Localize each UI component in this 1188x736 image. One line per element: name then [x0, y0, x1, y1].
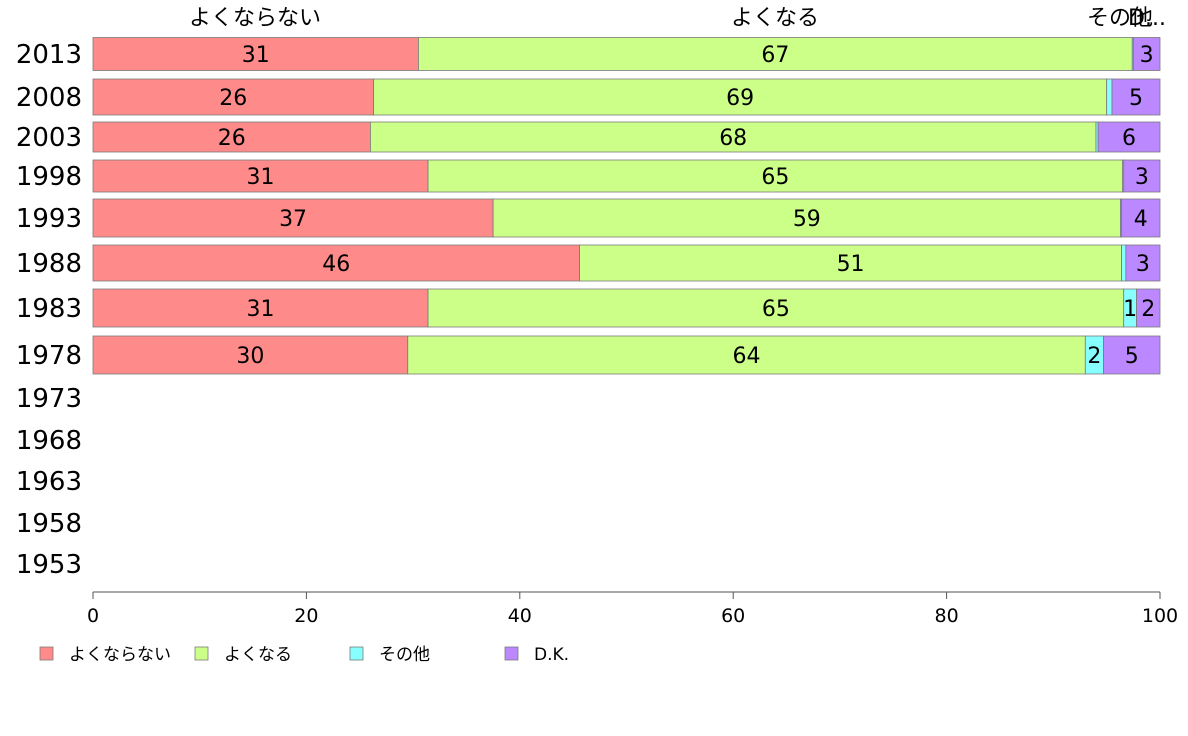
x-tick-label-20: 20 [294, 605, 318, 627]
x-tick-label-80: 80 [935, 605, 959, 627]
bar-2003-3 [1097, 121, 1161, 153]
bar-2003-0 [92, 121, 371, 153]
legend-label-2: その他 [379, 645, 430, 665]
bar-1993-0 [92, 198, 494, 238]
x-tick-label-100: 100 [1142, 605, 1178, 627]
bar-label-2013-1: 67 [761, 43, 789, 68]
bar-label-1978-1: 64 [733, 344, 761, 369]
bar-label-2003-0: 26 [218, 126, 246, 151]
bar-1993-3 [1121, 198, 1161, 238]
year-label-2003: 2003 [16, 123, 82, 153]
bar-label-2013-0: 31 [242, 43, 270, 68]
bar-2003-1 [370, 121, 1097, 153]
year-label-1973: 1973 [16, 384, 82, 414]
segment-value-labels: 31 67 3 26 69 5 26 68 6 31 65 3 37 59 4 46 51 3 31 65 1 2 30 64… [218, 43, 1156, 369]
bar-1983-0 [92, 288, 429, 328]
bar-label-2003-3: 6 [1122, 126, 1136, 151]
legend-swatch-2 [349, 646, 364, 661]
bar-label-1983-0: 31 [247, 297, 275, 322]
x-tick-label-40: 40 [508, 605, 532, 627]
bar-label-1993-0: 37 [279, 207, 307, 232]
year-label-1963: 1963 [16, 467, 82, 497]
year-label-1998: 1998 [16, 162, 82, 192]
bar-label-2003-1: 68 [719, 126, 747, 151]
column-header-labels: よくならない よくなる その他D... [189, 6, 1166, 31]
legend-label-1: よくなる [224, 645, 292, 665]
bar-1998-3 [1123, 159, 1161, 193]
year-label-1958: 1958 [16, 509, 82, 539]
year-label-1978: 1978 [16, 341, 82, 371]
bar-2013-0 [92, 37, 419, 71]
bar-label-2008-0: 26 [219, 86, 247, 111]
bar-2008-1 [373, 78, 1108, 116]
x-axis: 0 20 40 60 80 100 [87, 591, 1178, 627]
bar-label-1993-3: 4 [1134, 207, 1148, 232]
bar-label-1983-2: 1 [1123, 297, 1137, 322]
legend-label-0: よくならない [69, 645, 171, 665]
year-label-2008: 2008 [16, 83, 82, 113]
bar-1978-1 [407, 335, 1086, 375]
legend-swatch-1 [194, 646, 209, 661]
bar-2008-2 [1106, 78, 1113, 116]
bar-1978-3 [1103, 335, 1161, 375]
legend-label-3: D.K. [534, 645, 569, 665]
bar-label-1998-0: 31 [247, 165, 275, 190]
legend-swatch-3 [504, 646, 519, 661]
bar-label-1988-1: 51 [837, 252, 865, 277]
column-header-2: その他 [1087, 6, 1153, 31]
bar-1988-1 [579, 244, 1122, 282]
year-axis-labels: 2013 2008 2003 1998 1993 1988 1983 1978 1973 1968… [16, 40, 82, 580]
bar-label-1983-3: 2 [1141, 297, 1155, 322]
year-label-1993: 1993 [16, 204, 82, 234]
year-label-1983: 1983 [16, 294, 82, 324]
x-tick-label-60: 60 [721, 605, 745, 627]
bar-label-1983-1: 65 [762, 297, 790, 322]
bar-label-1988-3: 3 [1136, 252, 1150, 277]
year-label-1988: 1988 [16, 249, 82, 279]
bar-1993-1 [492, 198, 1121, 238]
bar-label-1998-1: 65 [761, 165, 789, 190]
bar-1988-2 [1121, 244, 1127, 282]
year-label-1953: 1953 [16, 550, 82, 580]
bar-1978-0 [92, 335, 409, 375]
legend-swatch-0 [39, 646, 54, 661]
bar-label-2013-3: 3 [1140, 43, 1154, 68]
bar-segments [92, 37, 1161, 375]
bar-label-2008-1: 69 [726, 86, 754, 111]
bar-1988-3 [1125, 244, 1161, 282]
bar-2013-3 [1132, 37, 1161, 71]
column-header-1: よくなる [731, 6, 819, 31]
bar-label-1978-2: 2 [1087, 344, 1101, 369]
bar-label-2008-3: 5 [1129, 86, 1143, 111]
column-header-0: よくならない [189, 6, 321, 31]
bar-2013-1 [418, 37, 1133, 71]
bar-label-1988-0: 46 [322, 252, 350, 277]
column-header-3: D... [1128, 6, 1166, 31]
bar-1998-1 [427, 159, 1124, 193]
bar-label-1978-0: 30 [236, 344, 264, 369]
legend: よくならない よくなる その他 D.K. [39, 645, 569, 665]
bar-1983-3 [1136, 288, 1161, 328]
year-label-2013: 2013 [16, 40, 82, 70]
bar-label-1998-3: 3 [1135, 165, 1149, 190]
x-tick-label-0: 0 [87, 605, 99, 627]
bar-label-1978-3: 5 [1125, 344, 1139, 369]
year-label-1968: 1968 [16, 426, 82, 456]
bar-1983-1 [427, 288, 1125, 328]
bar-label-1993-1: 59 [793, 207, 821, 232]
bar-1988-0 [92, 244, 580, 282]
bar-2008-3 [1111, 78, 1161, 116]
